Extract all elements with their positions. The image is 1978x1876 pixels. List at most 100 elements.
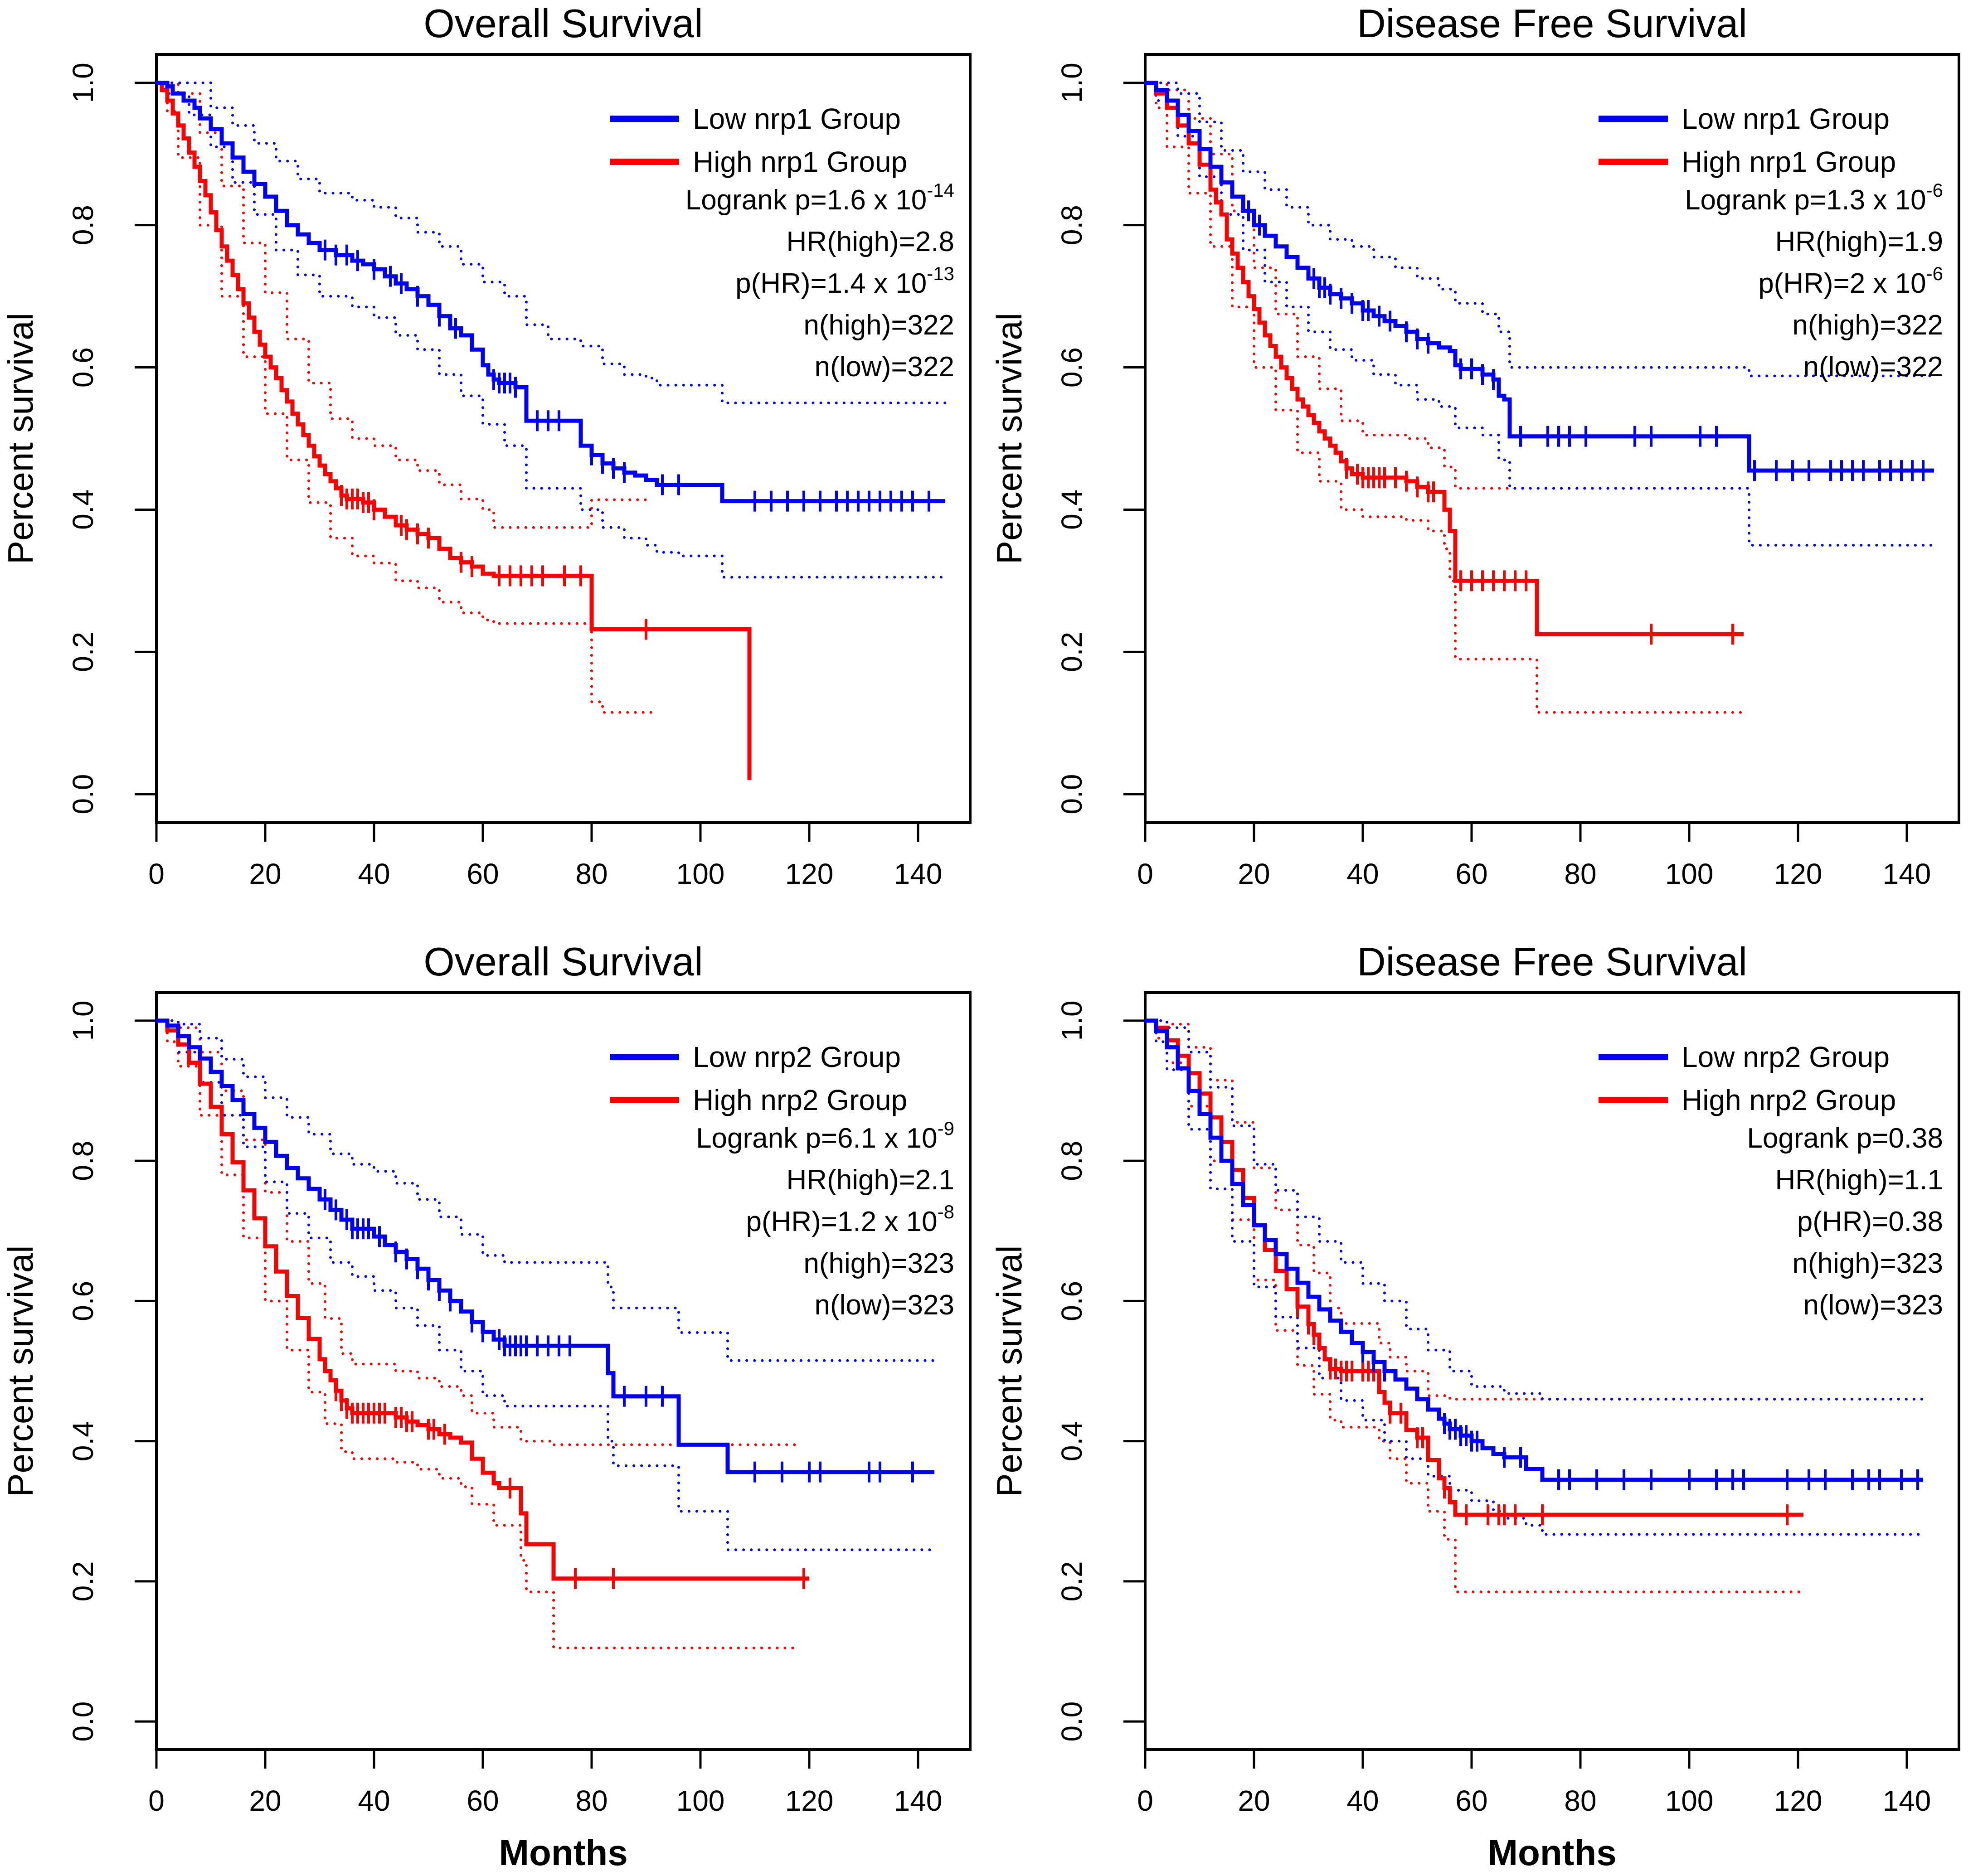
x-axis-tick-label: 40: [1346, 858, 1379, 890]
plot-frame: [1144, 53, 1960, 824]
x-axis-tick-label: 100: [676, 858, 725, 890]
panel-background: [0, 0, 989, 938]
y-axis-tick-label: 0.0: [67, 774, 99, 814]
ci-lower-high: [155, 1019, 800, 1649]
legend-label-high: High nrp2 Group: [693, 1084, 907, 1116]
stats-line-4: n(low)=322: [815, 351, 954, 383]
stats-line-2: p(HR)=2 x 10-6: [1758, 263, 1943, 299]
stats-line-0: Logrank p=1.6 x 10-14: [685, 179, 954, 216]
series-low: [1144, 81, 1935, 547]
panel-overall-survival-nrp2: Overall Survival 0.0 0.2 0.4 0.6 0.8 1.0 0 20 40 6…: [0, 938, 989, 1876]
stats-line-2: p(HR)=1.2 x 10-8: [746, 1201, 955, 1237]
x-axis-tick-label: 40: [358, 858, 390, 890]
x-axis-tick-label: 120: [1774, 1784, 1822, 1817]
stats-line-3: n(high)=323: [803, 1248, 954, 1279]
x-axis-tick-label: 140: [1883, 858, 1931, 890]
stats-line-2: p(HR)=0.38: [1797, 1206, 1943, 1237]
panel-background: [989, 938, 1978, 1876]
stats-line-3: n(high)=322: [803, 310, 954, 341]
stats-line-3: n(high)=323: [1792, 1248, 1943, 1279]
y-axis-tick-label: 0.8: [1055, 205, 1088, 245]
y-axis-tick-label: 0.6: [67, 1281, 99, 1321]
km-chart-svg: Disease Free Survival 0.0 0.2 0.4 0.6 0.8 1.0 0…: [989, 938, 1978, 1876]
curve-group-low: [1145, 81, 1934, 481]
km-chart-svg: Disease Free Survival 0.0 0.2 0.4 0.6 0.8 1.0 0…: [989, 0, 1978, 938]
x-axis-tick-label: 100: [1665, 858, 1714, 890]
curve-group-high: [1145, 81, 1744, 645]
y-axis-tick-label: 1.0: [1055, 1000, 1088, 1041]
panel-title: Overall Survival: [423, 939, 703, 984]
series-high: [1144, 81, 1745, 714]
y-axis-label: Percent survival: [0, 313, 40, 564]
panel-disease-free-survival-nrp2: Disease Free Survival 0.0 0.2 0.4 0.6 0.8 1.0 0…: [989, 938, 1978, 1876]
ci-lower-low: [1144, 1019, 1925, 1536]
x-axis-tick-label: 0: [148, 1784, 165, 1817]
legend-label-low: Low nrp2 Group: [1682, 1041, 1890, 1073]
stats-line-0: Logrank p=1.3 x 10-6: [1685, 179, 1943, 216]
plot-frame: [155, 991, 972, 1751]
curve-group-high: [156, 81, 752, 780]
series-low: [155, 81, 947, 579]
legend-label-low: Low nrp1 Group: [1682, 102, 1890, 135]
x-axis-tick-label: 80: [1564, 1784, 1596, 1817]
x-axis-tick-label: 140: [1883, 1784, 1931, 1817]
y-axis-tick-label: 0.4: [67, 1421, 99, 1461]
ci-upper-high: [1144, 81, 1745, 490]
x-axis-tick-label: 60: [1455, 1784, 1487, 1817]
y-axis-tick-label: 0.0: [1055, 774, 1088, 814]
legend-label-low: Low nrp1 Group: [693, 102, 901, 135]
x-axis-tick-label: 20: [249, 858, 281, 890]
ci-upper-high: [155, 1019, 800, 1446]
stats-line-0: Logrank p=0.38: [1747, 1123, 1943, 1154]
stats-line-1: HR(high)=1.1: [1775, 1164, 1943, 1196]
y-axis-tick-label: 0.6: [1055, 1281, 1088, 1321]
panel-disease-free-survival-nrp1: Disease Free Survival 0.0 0.2 0.4 0.6 0.8 1.0 0…: [989, 0, 1978, 938]
panel-overall-survival-nrp1: Overall Survival 0.0 0.2 0.4 0.6 0.8 1.0 0 20 40 6…: [0, 0, 989, 938]
stats-line-0: Logrank p=6.1 x 10-9: [696, 1118, 954, 1154]
curve-group-low: [1145, 1018, 1923, 1490]
ci-lower-low: [155, 81, 947, 579]
x-axis-tick-label: 20: [1238, 858, 1270, 890]
y-axis-label: Percent survival: [0, 1246, 40, 1497]
x-axis-tick-label: 20: [1238, 1784, 1270, 1817]
legend-label-low: Low nrp2 Group: [693, 1041, 901, 1073]
x-axis-label: Months: [499, 1832, 627, 1873]
survival-curve-low: [1145, 1018, 1923, 1482]
x-axis-tick-label: 140: [894, 1784, 943, 1817]
y-axis-label: Percent survival: [989, 1246, 1029, 1497]
y-axis-tick-label: 0.6: [1055, 347, 1088, 388]
panel-title: Overall Survival: [423, 1, 703, 46]
y-axis-tick-label: 0.2: [67, 1561, 99, 1601]
ci-upper-high: [155, 81, 653, 529]
y-axis-tick-label: 0.2: [1055, 1561, 1088, 1601]
x-axis-tick-label: 100: [676, 1784, 725, 1817]
ci-upper-low: [1144, 81, 1935, 378]
ci-lower-high: [1144, 81, 1745, 714]
x-axis-tick-label: 80: [575, 1784, 607, 1817]
y-axis-tick-label: 0.8: [67, 205, 99, 245]
legend-label-high: High nrp1 Group: [1682, 145, 1896, 178]
ci-upper-low: [1144, 1019, 1925, 1401]
x-axis-tick-label: 140: [894, 858, 943, 890]
curve-group-high: [156, 1018, 809, 1589]
x-axis-tick-label: 100: [1665, 1784, 1714, 1817]
plot-frame: [1144, 991, 1960, 1751]
x-axis-tick-label: 60: [467, 1784, 499, 1817]
stats-line-4: n(low)=323: [1803, 1289, 1943, 1321]
plot-frame: [155, 53, 972, 824]
y-axis-tick-label: 1.0: [67, 63, 99, 103]
km-chart-svg: Overall Survival 0.0 0.2 0.4 0.6 0.8 1.0 0 20 40 6…: [0, 938, 989, 1876]
curve-group-low: [156, 1018, 934, 1483]
ci-upper-low: [155, 1019, 936, 1362]
x-axis-tick-label: 80: [1564, 858, 1596, 890]
ci-lower-high: [155, 81, 653, 714]
series-high: [1144, 1019, 1805, 1594]
x-axis-tick-label: 80: [575, 858, 607, 890]
ci-upper-low: [155, 81, 947, 404]
y-axis-tick-label: 0.2: [67, 632, 99, 672]
x-axis-label: Months: [1487, 1832, 1616, 1873]
y-axis-tick-label: 0.8: [67, 1141, 99, 1181]
y-axis-tick-label: 0.0: [67, 1701, 99, 1742]
stats-line-4: n(low)=323: [815, 1289, 954, 1321]
